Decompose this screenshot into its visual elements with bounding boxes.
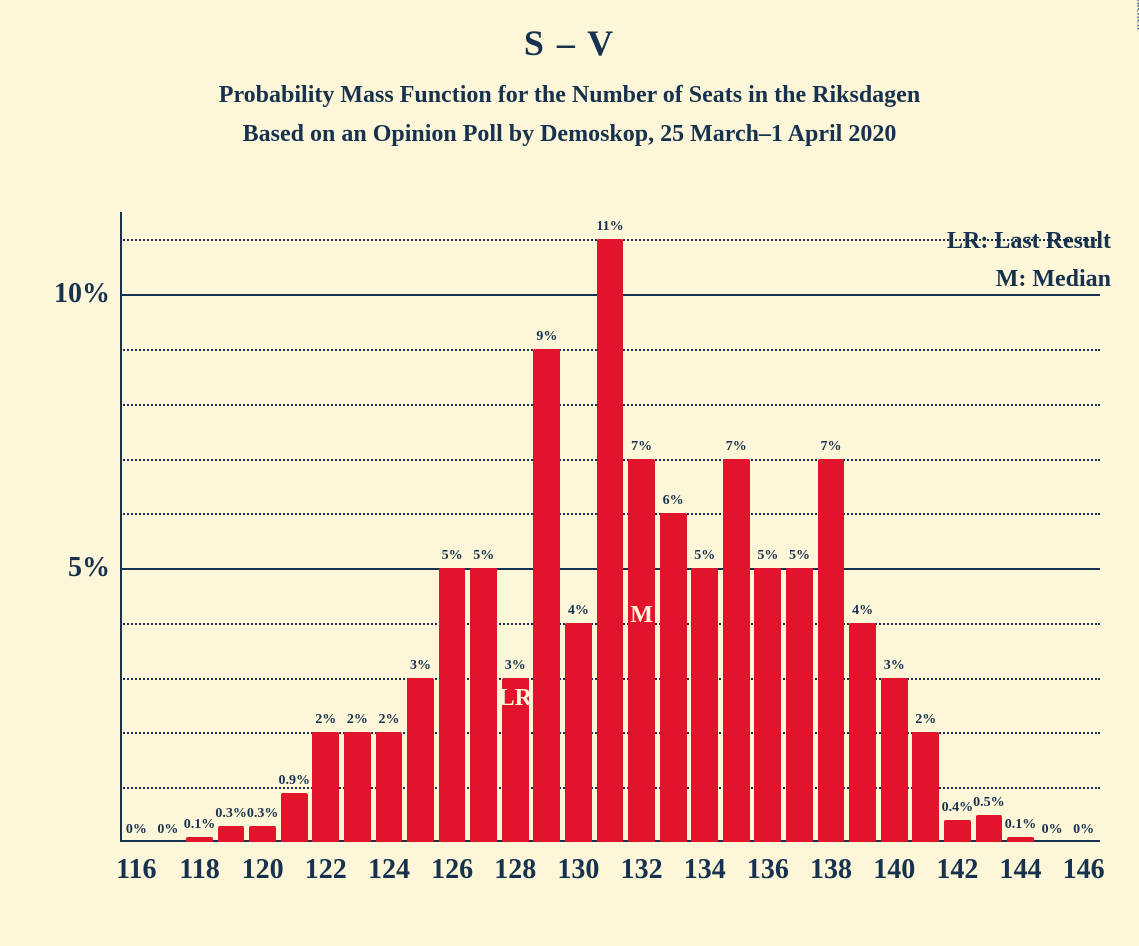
- bars-container: 0%0%0.1%0.3%0.3%0.9%2%2%2%3%5%5%3%LR9%4%…: [120, 212, 1100, 842]
- bar: [597, 239, 624, 842]
- bar-value-label: 0.4%: [942, 800, 974, 816]
- x-tick-label: 126: [431, 854, 473, 886]
- bar: [723, 459, 750, 842]
- bar: [470, 568, 497, 842]
- chart-title: S – V: [0, 22, 1139, 64]
- x-tick-label: 142: [936, 854, 978, 886]
- x-tick-label: 138: [810, 854, 852, 886]
- bar: [344, 732, 371, 842]
- bar-value-label: 7%: [631, 439, 652, 455]
- y-tick-label: 10%: [54, 278, 110, 310]
- bar-value-label: 5%: [757, 548, 778, 564]
- x-axis-labels: 1161181201221241261281301321341361381401…: [120, 850, 1100, 890]
- bar-value-label: 7%: [726, 439, 747, 455]
- bar-value-label: 0.1%: [184, 817, 216, 833]
- x-tick-label: 144: [1000, 854, 1042, 886]
- x-tick-label: 118: [179, 854, 219, 886]
- bar-value-label: 9%: [536, 329, 557, 345]
- bar-value-label: 7%: [821, 439, 842, 455]
- bar: [312, 732, 339, 842]
- bar-value-label: 3%: [884, 658, 905, 674]
- bar: [976, 815, 1003, 842]
- bar-value-label: 2%: [915, 712, 936, 728]
- bar-value-label: 3%: [505, 658, 526, 674]
- bar: [944, 820, 971, 842]
- bar: [912, 732, 939, 842]
- bar: [660, 513, 687, 842]
- bar-value-label: 6%: [663, 493, 684, 509]
- x-tick-label: 132: [621, 854, 663, 886]
- bar: [533, 349, 560, 842]
- bar: [186, 837, 213, 842]
- x-tick-label: 124: [368, 854, 410, 886]
- bar-value-label: 0.9%: [278, 773, 310, 789]
- x-tick-label: 128: [494, 854, 536, 886]
- bar: [565, 623, 592, 842]
- bar: [218, 826, 245, 842]
- chart-subtitle-2: Based on an Opinion Poll by Demoskop, 25…: [0, 121, 1139, 148]
- bar-value-label: 2%: [347, 712, 368, 728]
- x-tick-label: 134: [684, 854, 726, 886]
- bar: [628, 459, 655, 842]
- bar-value-label: 2%: [378, 712, 399, 728]
- bar-value-label: 2%: [315, 712, 336, 728]
- x-tick-label: 136: [747, 854, 789, 886]
- bar-value-label: 0.3%: [247, 806, 279, 822]
- bar: [1007, 837, 1034, 842]
- bar: [818, 459, 845, 842]
- median-marker: M: [630, 602, 653, 629]
- bar-value-label: 3%: [410, 658, 431, 674]
- bar: [407, 678, 434, 842]
- bar-value-label: 0%: [1042, 822, 1063, 838]
- bar-value-label: 11%: [596, 219, 623, 235]
- x-tick-label: 130: [557, 854, 599, 886]
- last-result-marker: LR: [499, 685, 532, 712]
- bar-value-label: 0.5%: [973, 795, 1005, 811]
- bar: [281, 793, 308, 842]
- y-tick-label: 5%: [68, 552, 110, 584]
- chart-plot-area: 5%10% 0%0%0.1%0.3%0.3%0.9%2%2%2%3%5%5%3%…: [120, 212, 1100, 842]
- bar-value-label: 0%: [1073, 822, 1094, 838]
- x-tick-label: 120: [242, 854, 284, 886]
- bar-value-label: 0%: [157, 822, 178, 838]
- bar-value-label: 0.1%: [1005, 817, 1037, 833]
- bar: [849, 623, 876, 842]
- bar: [376, 732, 403, 842]
- bar-value-label: 5%: [789, 548, 810, 564]
- bar-value-label: 5%: [473, 548, 494, 564]
- x-tick-label: 116: [116, 854, 156, 886]
- chart-subtitle-1: Probability Mass Function for the Number…: [0, 82, 1139, 109]
- bar: [786, 568, 813, 842]
- copyright-text: © 2020 Filip van Laenen: [1133, 0, 1139, 30]
- bar: [754, 568, 781, 842]
- bar-value-label: 0.3%: [215, 806, 247, 822]
- x-tick-label: 146: [1063, 854, 1105, 886]
- bar-value-label: 4%: [852, 603, 873, 619]
- x-tick-label: 140: [873, 854, 915, 886]
- bar: [881, 678, 908, 842]
- bar-value-label: 5%: [442, 548, 463, 564]
- bar: [249, 826, 276, 842]
- bar-value-label: 4%: [568, 603, 589, 619]
- bar-value-label: 0%: [126, 822, 147, 838]
- bar: [691, 568, 718, 842]
- bar-value-label: 5%: [694, 548, 715, 564]
- x-tick-label: 122: [305, 854, 347, 886]
- bar: [439, 568, 466, 842]
